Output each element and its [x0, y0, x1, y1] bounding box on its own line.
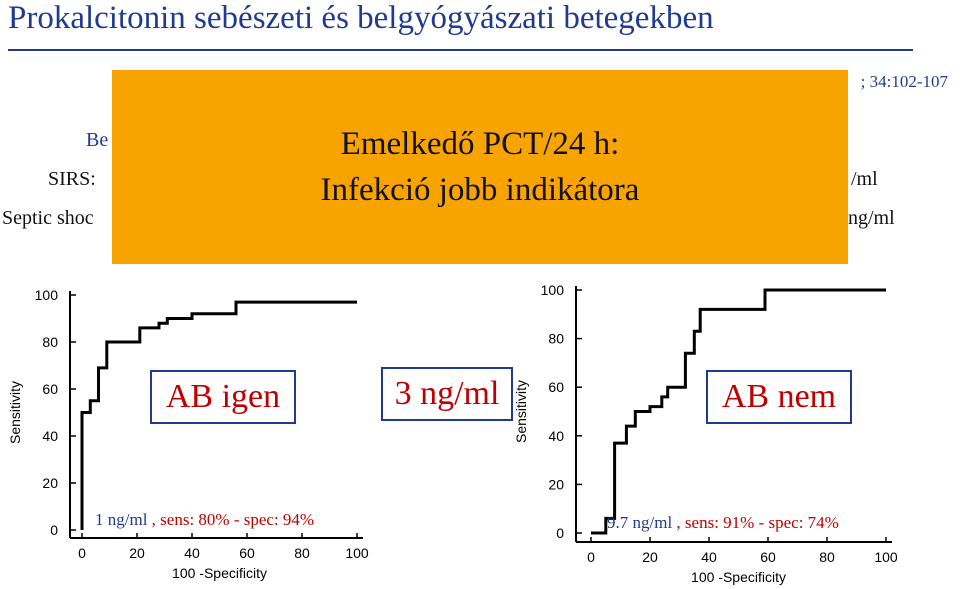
roc-curve: [591, 288, 886, 535]
antibiotic-yes-box: AB igen: [150, 370, 296, 424]
antibiotic-no-box: AB nem: [706, 370, 852, 424]
threshold-box: 3 ng/ml: [381, 367, 513, 421]
x-tick-label: 80: [819, 549, 835, 565]
roc-curve: [80, 300, 357, 530]
y-axis-title: Sensitivity: [513, 380, 529, 443]
y-tick-label: 60: [42, 381, 58, 397]
roc-chart-left: 0 20 40 60 80 100 0 20 40 60 80 100 100 -Specificity…: [7, 287, 369, 581]
caption-right-stats: , sens: 91% - spec: 74%: [672, 513, 839, 532]
x-tick-label: 100: [874, 549, 898, 565]
x-tick-label: 60: [239, 545, 255, 561]
y-tick-label: 40: [548, 428, 564, 444]
partial-text-septic-tail: ng/ml: [848, 207, 895, 229]
x-tick-label: 40: [701, 549, 717, 565]
y-tick-label: 40: [42, 428, 58, 444]
y-tick-label: 0: [50, 522, 58, 538]
x-tick-label: 20: [642, 549, 658, 565]
y-tick-label: 20: [42, 475, 58, 491]
x-axis-title: 100 -Specificity: [691, 569, 786, 585]
overlay-subheading: Infekció jobb indikátora: [320, 172, 640, 208]
y-tick-label: 80: [42, 334, 58, 350]
y-tick-label: 0: [556, 525, 564, 541]
x-tick-label: 0: [78, 545, 86, 561]
x-tick-label: 20: [129, 545, 145, 561]
y-tick-label: 100: [541, 282, 565, 298]
partial-text-be: Be: [86, 129, 109, 151]
y-axis-title: Sensitivity: [7, 381, 23, 444]
y-tick-label: 100: [35, 287, 59, 303]
highlight-overlay: [112, 70, 848, 264]
title-underline: [8, 49, 913, 51]
y-tick-label: 20: [548, 476, 564, 492]
caption-left-threshold: 1 ng/ml: [95, 510, 148, 529]
x-tick-label: 0: [587, 549, 595, 565]
caption-left: 1 ng/ml , sens: 80% - spec: 94%: [95, 510, 314, 530]
x-tick-label: 100: [345, 545, 369, 561]
x-axis-title: 100 -Specificity: [172, 565, 267, 581]
y-tick-label: 80: [548, 331, 564, 347]
caption-right-threshold: 9.7 ng/ml: [607, 513, 673, 532]
reference-citation: ; 34:102-107: [860, 72, 948, 91]
caption-left-stats: , sens: 80% - spec: 94%: [147, 510, 315, 529]
y-tick-label: 60: [548, 379, 564, 395]
roc-chart-right: 0 20 40 60 80 100 0 20 40 60 80 100 100 -Specificity…: [513, 282, 898, 585]
slide-title: Prokalcitonin sebészeti és belgyógyászat…: [8, 0, 714, 36]
partial-text-sirs-tail: /ml: [851, 168, 878, 190]
x-tick-label: 40: [184, 545, 200, 561]
x-tick-label: 60: [760, 549, 776, 565]
x-tick-label: 80: [294, 545, 310, 561]
partial-text-sirs: SIRS:: [48, 168, 96, 190]
caption-right: 9.7 ng/ml , sens: 91% - spec: 74%: [607, 513, 839, 533]
partial-text-septic: Septic shoc: [2, 207, 94, 229]
overlay-heading: Emelkedő PCT/24 h:: [340, 126, 620, 162]
